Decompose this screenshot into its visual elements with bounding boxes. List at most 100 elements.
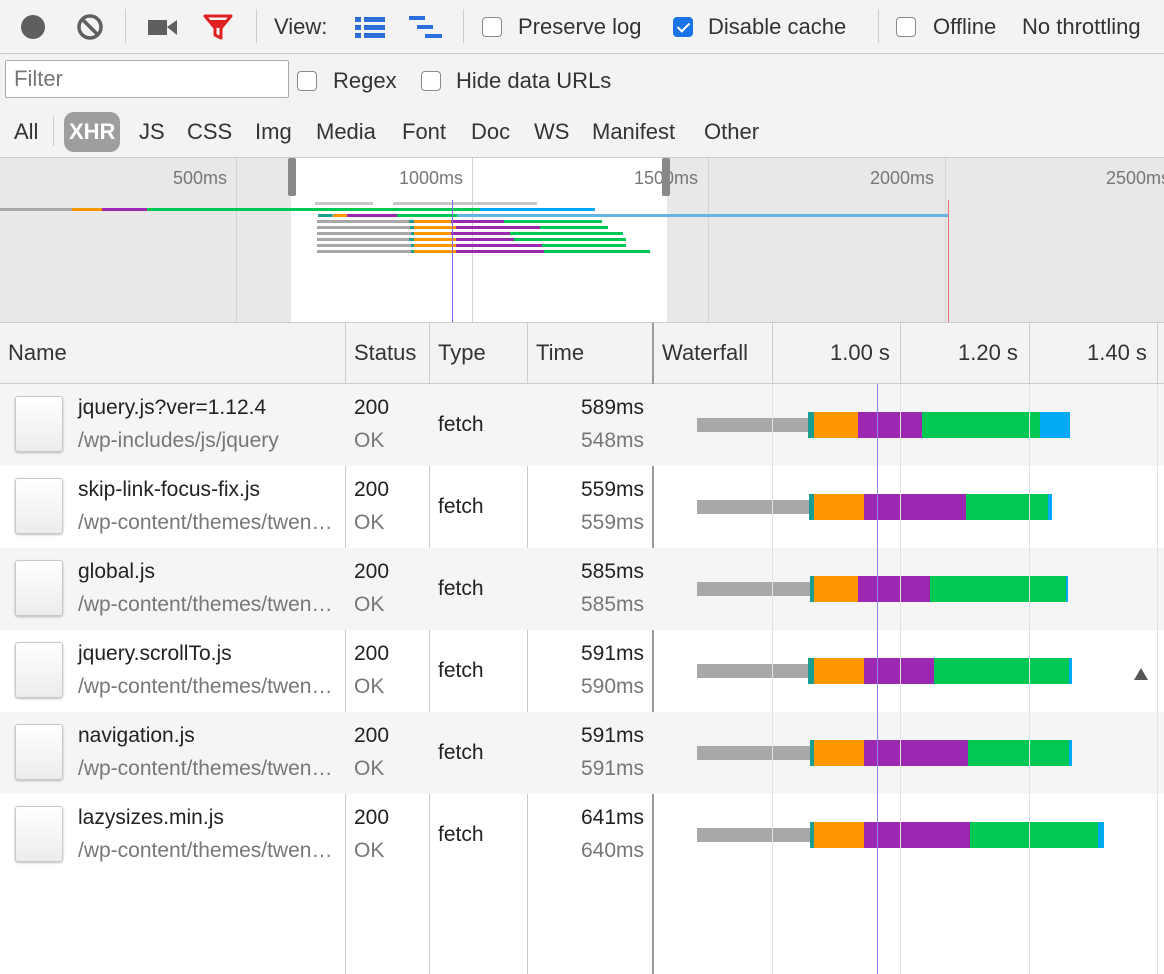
request-time: 585ms bbox=[580, 560, 644, 583]
network-toolbar: View: Preserve log Disable cache Offline… bbox=[0, 0, 1164, 54]
overview-request-bar bbox=[450, 232, 511, 235]
waterfall-waiting-segment bbox=[864, 822, 970, 848]
overview-left-handle[interactable] bbox=[288, 158, 296, 196]
table-row[interactable]: jquery.scrollTo.js/wp-content/themes/twe… bbox=[0, 630, 1164, 712]
request-path: /wp-includes/js/jquery bbox=[78, 429, 279, 452]
hide-data-urls-label: Hide data URLs bbox=[456, 68, 612, 93]
request-latency: 559ms bbox=[580, 511, 644, 534]
throttling-select[interactable]: No throttling bbox=[1022, 0, 1141, 53]
clear-button[interactable] bbox=[76, 0, 104, 53]
table-row[interactable]: navigation.js/wp-content/themes/twentyse… bbox=[0, 712, 1164, 794]
overview-request-bar bbox=[317, 232, 411, 235]
waterfall-download-segment bbox=[930, 576, 1066, 602]
overview-request-bar bbox=[455, 250, 544, 253]
overview-request-bar bbox=[317, 238, 410, 241]
waterfall-connect-segment bbox=[809, 494, 814, 520]
request-table-header: Name Status Type Time Waterfall 1.00 s 1… bbox=[0, 323, 1164, 680]
overview-tick-1000: 1000ms bbox=[399, 168, 464, 188]
type-filter-manifest[interactable]: Manifest bbox=[592, 119, 676, 144]
overview-request-bar bbox=[540, 226, 609, 229]
overview-request-bar bbox=[317, 250, 411, 253]
preserve-log-box[interactable] bbox=[482, 16, 502, 37]
overview-request-bar bbox=[317, 226, 410, 229]
overview-request-bar bbox=[450, 220, 504, 223]
request-latency: 640ms bbox=[580, 839, 644, 862]
request-name: global.js bbox=[78, 560, 156, 583]
preserve-log-checkbox[interactable] bbox=[482, 0, 502, 53]
status-code: 200 bbox=[354, 806, 390, 829]
waterfall-ssl-segment bbox=[814, 494, 864, 520]
large-rows-button[interactable] bbox=[355, 0, 385, 53]
request-type: fetch bbox=[438, 741, 484, 764]
type-filter-font[interactable]: Font bbox=[402, 119, 447, 144]
filter-toggle-button[interactable] bbox=[203, 0, 233, 53]
request-latency: 591ms bbox=[580, 757, 644, 780]
waterfall-ssl-segment bbox=[814, 822, 864, 848]
overview-request-bar bbox=[455, 244, 542, 247]
waterfall-content-segment bbox=[1048, 494, 1052, 520]
preserve-log-label: Preserve log bbox=[518, 13, 642, 39]
file-icon bbox=[15, 560, 63, 616]
column-type-header[interactable]: Type bbox=[438, 340, 486, 365]
waterfall-waiting-segment bbox=[864, 658, 934, 684]
table-row[interactable]: skip-link-focus-fix.js/wp-content/themes… bbox=[0, 466, 1164, 548]
request-path: /wp-content/themes/twentyseventeen/asset… bbox=[78, 675, 336, 698]
record-button[interactable] bbox=[20, 0, 46, 53]
timeline-overview[interactable]: 500ms 1000ms 1500ms 2000ms 2500ms bbox=[0, 158, 1164, 323]
type-filter-doc[interactable]: Doc bbox=[471, 119, 511, 144]
screenshot-button[interactable] bbox=[148, 0, 178, 53]
waterfall-content-segment bbox=[1069, 658, 1072, 684]
column-name-header[interactable]: Name bbox=[8, 340, 67, 365]
waterfall-waiting-segment bbox=[858, 412, 922, 438]
disable-cache-checkbox[interactable] bbox=[673, 0, 693, 53]
type-filter-all[interactable]: All bbox=[14, 119, 39, 144]
waterfall-waiting-segment bbox=[864, 740, 968, 766]
overview-request-bar bbox=[409, 238, 415, 241]
regex-checkbox[interactable] bbox=[297, 71, 317, 91]
overview-tick-2000: 2000ms bbox=[870, 168, 935, 188]
table-row[interactable]: global.js/wp-content/themes/twentysevent… bbox=[0, 548, 1164, 630]
column-time-header[interactable]: Time bbox=[536, 340, 585, 365]
offline-box[interactable] bbox=[896, 16, 916, 37]
type-filter-js[interactable]: JS bbox=[139, 119, 165, 144]
request-time: 641ms bbox=[580, 806, 644, 829]
waterfall-content-segment bbox=[1040, 412, 1070, 438]
request-name: navigation.js bbox=[78, 724, 195, 747]
request-name: jquery.js?ver=1.12.4 bbox=[78, 396, 267, 419]
overview-request-bar bbox=[455, 226, 541, 229]
overview-request-bar bbox=[414, 238, 456, 241]
type-filter-media[interactable]: Media bbox=[316, 119, 376, 144]
offline-label: Offline bbox=[933, 13, 997, 39]
overview-request-bar bbox=[410, 244, 415, 247]
request-time: 559ms bbox=[580, 478, 644, 501]
waterfall-queue-segment bbox=[697, 664, 808, 678]
request-name: skip-link-focus-fix.js bbox=[78, 478, 261, 501]
request-time: 589ms bbox=[580, 396, 644, 419]
table-row[interactable]: jquery.js?ver=1.12.4/wp-includes/js/jque… bbox=[0, 384, 1164, 466]
type-filter-css[interactable]: CSS bbox=[187, 119, 233, 144]
list-view-icon bbox=[355, 16, 385, 38]
hide-data-urls-checkbox[interactable] bbox=[421, 71, 441, 91]
overview-button[interactable] bbox=[409, 0, 443, 53]
filter-input[interactable] bbox=[5, 60, 289, 98]
table-row[interactable]: lazysizes.min.js/wp-content/themes/twent… bbox=[0, 794, 1164, 876]
column-status-header[interactable]: Status bbox=[354, 340, 417, 365]
type-filter-img[interactable]: Img bbox=[255, 119, 292, 144]
request-path: /wp-content/themes/twentyseventeen/asset… bbox=[78, 511, 336, 534]
type-filter-xhr[interactable]: XHR bbox=[64, 112, 121, 152]
offline-checkbox[interactable] bbox=[896, 0, 916, 53]
overview-right-handle[interactable] bbox=[662, 158, 670, 196]
file-icon bbox=[15, 478, 63, 534]
waterfall-queue-segment bbox=[697, 582, 810, 596]
column-waterfall-header[interactable]: Waterfall bbox=[662, 340, 748, 365]
waterfall-view-icon bbox=[409, 15, 442, 38]
disable-cache-box[interactable] bbox=[673, 16, 693, 37]
overview-request-bar bbox=[414, 220, 451, 223]
waterfall-connect-segment bbox=[810, 576, 814, 602]
overview-tick-2500: 2500ms bbox=[1106, 168, 1164, 188]
disable-cache-label: Disable cache bbox=[708, 13, 847, 39]
type-filter-ws[interactable]: WS bbox=[534, 119, 570, 144]
status-code: 200 bbox=[354, 396, 390, 419]
filter-bar: Regex Hide data URLs All XHR JS CSS Img … bbox=[0, 54, 1164, 158]
type-filter-other[interactable]: Other bbox=[704, 119, 760, 144]
